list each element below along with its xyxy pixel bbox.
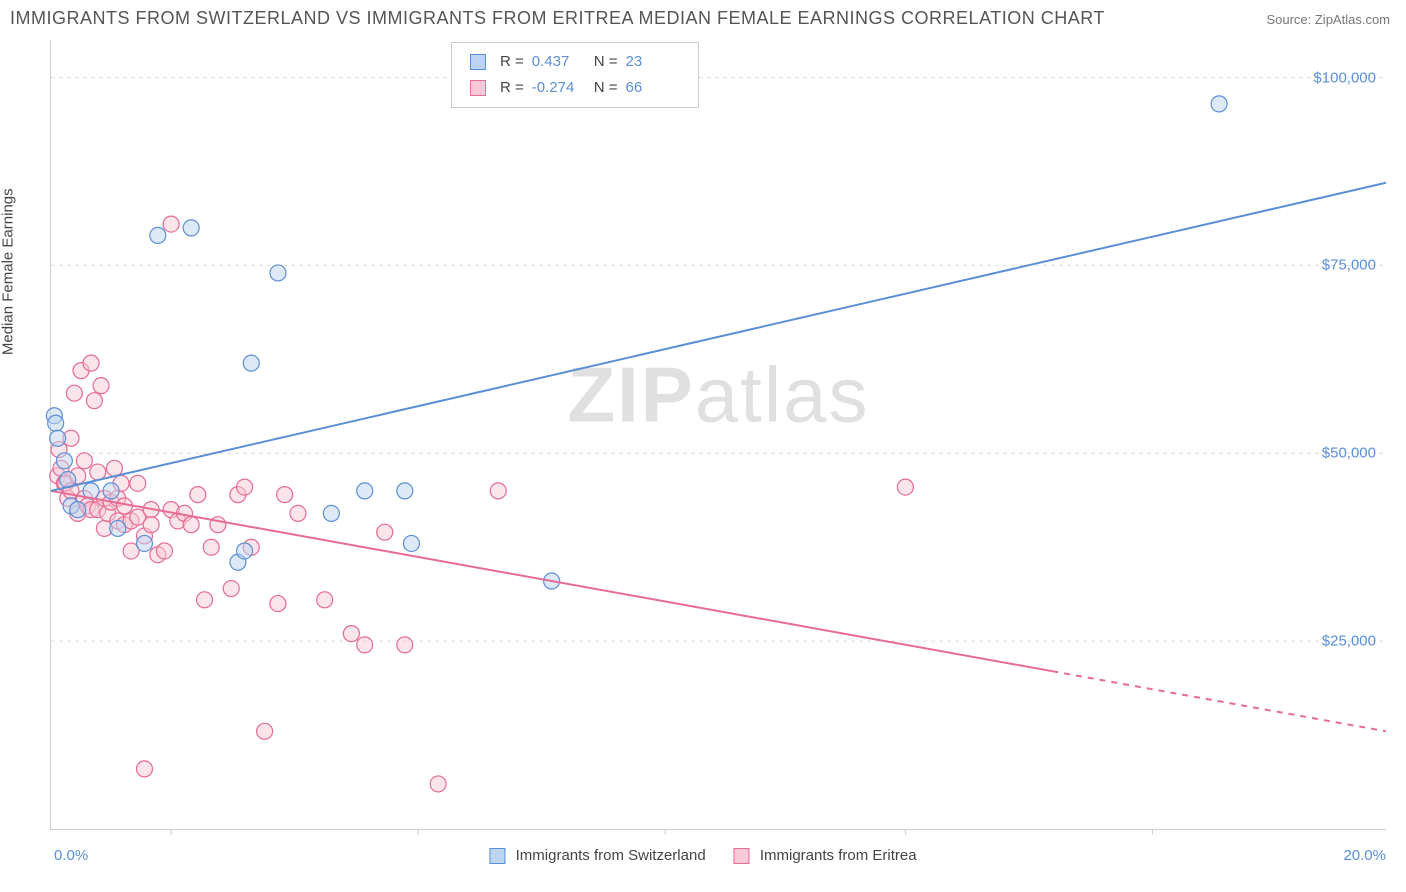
xaxis-max-label: 20.0% bbox=[1343, 847, 1386, 864]
plot-area: ZIPatlas R = 0.437 N = 23 R = -0.274 N =… bbox=[50, 40, 1386, 830]
n-value-1: 23 bbox=[626, 49, 680, 75]
r-value-1: 0.437 bbox=[532, 49, 586, 75]
chart-container: IMMIGRANTS FROM SWITZERLAND VS IMMIGRANT… bbox=[0, 0, 1406, 892]
xaxis-min-label: 0.0% bbox=[54, 847, 88, 864]
legend-label-series1: Immigrants from Switzerland bbox=[516, 847, 706, 864]
stats-row-series1: R = 0.437 N = 23 bbox=[470, 49, 680, 75]
r-value-2: -0.274 bbox=[532, 75, 586, 101]
bottom-legend: Immigrants from Switzerland Immigrants f… bbox=[489, 847, 916, 864]
n-label-2: N = bbox=[594, 75, 618, 101]
source-label: Source: ZipAtlas.com bbox=[1266, 12, 1390, 27]
legend-item-series1: Immigrants from Switzerland bbox=[489, 847, 705, 864]
ytick-label: $75,000 bbox=[1322, 257, 1376, 274]
stats-legend-box: R = 0.437 N = 23 R = -0.274 N = 66 bbox=[451, 42, 699, 108]
n-label-1: N = bbox=[594, 49, 618, 75]
swatch-series1 bbox=[470, 54, 486, 70]
ytick-label: $100,000 bbox=[1313, 69, 1376, 86]
legend-label-series2: Immigrants from Eritrea bbox=[760, 847, 917, 864]
ytick-label: $25,000 bbox=[1322, 633, 1376, 650]
swatch-series2-b bbox=[734, 848, 750, 864]
chart-title: IMMIGRANTS FROM SWITZERLAND VS IMMIGRANT… bbox=[10, 8, 1105, 29]
r-label-1: R = bbox=[500, 49, 524, 75]
stats-row-series2: R = -0.274 N = 66 bbox=[470, 75, 680, 101]
legend-item-series2: Immigrants from Eritrea bbox=[734, 847, 917, 864]
swatch-series1-b bbox=[489, 848, 505, 864]
n-value-2: 66 bbox=[626, 75, 680, 101]
r-label-2: R = bbox=[500, 75, 524, 101]
swatch-series2 bbox=[470, 80, 486, 96]
yaxis-title: Median Female Earnings bbox=[0, 188, 17, 355]
plot-svg bbox=[51, 40, 1386, 829]
ytick-label: $50,000 bbox=[1322, 445, 1376, 462]
